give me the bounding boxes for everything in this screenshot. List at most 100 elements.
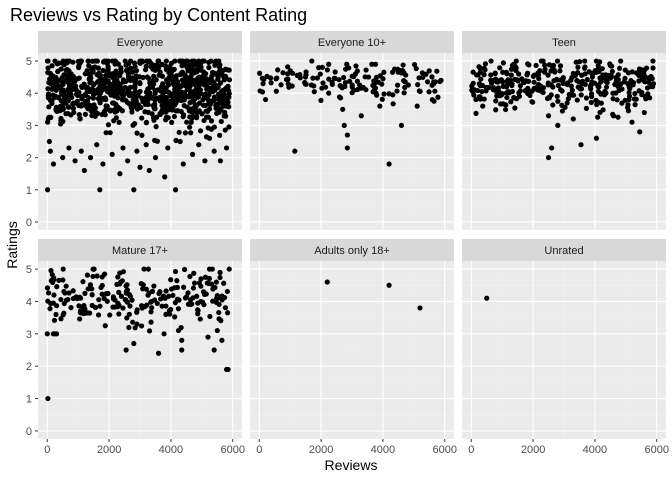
data-point	[187, 107, 193, 113]
y-tick-label: 2	[26, 361, 32, 373]
data-point	[549, 145, 555, 151]
facet-strip-label: Adults only 18+	[314, 245, 390, 257]
data-point	[420, 74, 426, 80]
data-point	[50, 161, 57, 167]
data-point	[84, 98, 91, 104]
facet-mature-17: Mature 17+ 0 1 2 3 4 5 0 2000 4000 6000	[26, 239, 245, 456]
data-point	[332, 69, 338, 75]
data-point	[94, 58, 100, 64]
data-point	[117, 270, 123, 276]
data-point	[197, 128, 204, 134]
data-point	[53, 331, 60, 337]
data-point	[70, 73, 76, 79]
data-point	[55, 69, 61, 75]
data-point	[530, 99, 536, 105]
data-point	[615, 72, 621, 78]
data-point	[99, 291, 105, 297]
data-point	[107, 107, 114, 113]
data-point	[498, 101, 504, 107]
data-point	[138, 281, 144, 287]
data-point	[285, 76, 291, 82]
data-point	[471, 87, 478, 93]
data-point	[545, 80, 551, 86]
data-point	[89, 58, 96, 64]
data-point	[259, 75, 265, 81]
x-tick-label: 2000	[521, 444, 545, 456]
data-point	[319, 85, 325, 91]
data-point	[45, 290, 52, 296]
data-point	[310, 75, 316, 81]
data-point	[604, 80, 610, 86]
data-point	[166, 308, 172, 314]
data-point	[45, 65, 51, 71]
data-point	[344, 145, 350, 151]
data-point	[99, 274, 105, 280]
data-point	[314, 75, 320, 81]
data-point	[626, 93, 633, 99]
data-point	[479, 88, 485, 95]
data-point	[198, 298, 204, 305]
data-point	[168, 286, 175, 292]
data-point	[363, 67, 369, 73]
data-point	[614, 97, 620, 103]
data-point	[512, 105, 518, 111]
data-point	[162, 104, 168, 110]
data-point	[48, 114, 54, 121]
data-point	[96, 297, 102, 303]
data-point	[127, 84, 134, 90]
data-point	[214, 327, 220, 334]
data-point	[146, 328, 153, 334]
data-point	[381, 69, 387, 75]
data-point	[152, 137, 158, 143]
data-point	[123, 347, 129, 353]
data-point	[220, 99, 226, 105]
data-point	[145, 59, 151, 65]
data-point	[168, 277, 174, 283]
data-point	[223, 74, 229, 80]
data-point	[583, 95, 590, 101]
data-point	[149, 94, 155, 100]
data-point	[424, 79, 431, 85]
data-point	[44, 58, 50, 64]
data-point	[435, 94, 441, 100]
data-point	[187, 114, 193, 120]
x-tick-label: 0	[44, 444, 50, 456]
data-point	[222, 294, 228, 301]
data-point	[66, 290, 72, 296]
data-point	[116, 289, 122, 296]
data-point	[223, 113, 229, 119]
data-point	[76, 64, 82, 71]
data-point	[297, 75, 303, 81]
data-point	[150, 77, 157, 83]
data-point	[162, 117, 169, 123]
data-point	[111, 93, 118, 99]
data-point	[205, 108, 211, 114]
data-point	[175, 108, 181, 114]
data-point	[133, 67, 140, 74]
data-point	[98, 284, 104, 291]
data-point	[535, 72, 541, 79]
data-point	[564, 100, 570, 106]
y-tick-label: 1	[26, 185, 32, 197]
data-point	[493, 107, 499, 113]
data-point	[132, 78, 138, 85]
data-point	[88, 75, 94, 81]
data-point	[546, 95, 552, 101]
facet-strip-label: Everyone	[117, 37, 163, 49]
data-point	[82, 290, 88, 296]
data-point	[212, 62, 218, 68]
data-point	[155, 350, 162, 356]
data-point	[587, 83, 594, 89]
data-point	[56, 277, 62, 283]
data-point	[194, 115, 200, 121]
data-point	[64, 72, 70, 78]
data-point	[582, 65, 588, 71]
data-point	[63, 97, 69, 103]
data-point	[134, 148, 140, 154]
data-point	[95, 95, 102, 102]
data-point	[167, 106, 173, 112]
data-point	[203, 71, 209, 77]
data-point	[157, 289, 163, 295]
y-tick-label: 1	[26, 394, 32, 406]
data-point	[179, 347, 185, 353]
